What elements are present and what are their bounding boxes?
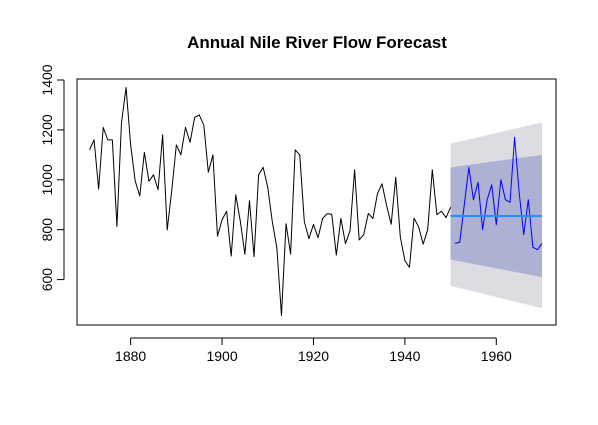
plot-frame bbox=[76, 78, 557, 326]
simulated-line bbox=[455, 136, 543, 251]
chart-title: Annual Nile River Flow Forecast bbox=[187, 33, 447, 52]
y-tick-label: 800 bbox=[39, 218, 55, 242]
x-axis: 1880 1900 1920 1940 1960 bbox=[115, 337, 512, 364]
y-tick-label: 1000 bbox=[39, 164, 55, 195]
y-tick-label: 1200 bbox=[39, 114, 55, 145]
x-tick-label: 1900 bbox=[206, 348, 237, 364]
x-tick-label: 1920 bbox=[298, 348, 329, 364]
series-lines bbox=[89, 86, 543, 317]
x-tick-label: 1940 bbox=[389, 348, 420, 364]
y-tick-label: 1400 bbox=[39, 64, 55, 95]
observed-line bbox=[89, 86, 452, 317]
x-tick-label: 1880 bbox=[115, 348, 146, 364]
y-axis: 600 800 1000 1200 1400 bbox=[39, 64, 65, 292]
y-tick-label: 600 bbox=[39, 268, 55, 292]
x-tick-label: 1960 bbox=[481, 348, 512, 364]
